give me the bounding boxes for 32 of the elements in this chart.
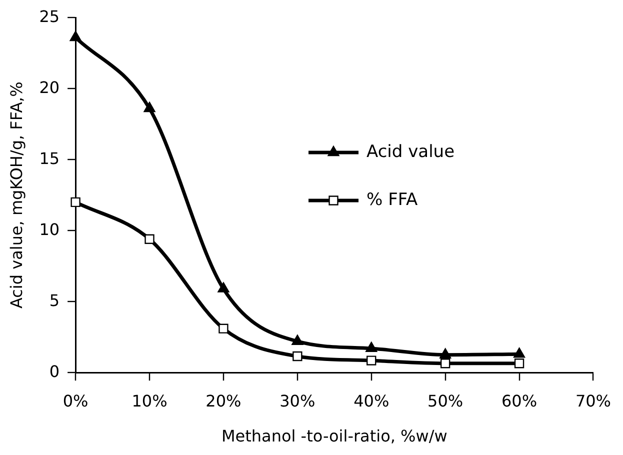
y-tick-label: 15 <box>39 148 60 168</box>
point <box>514 358 524 368</box>
point <box>440 348 452 358</box>
y-tick-label: 20 <box>39 78 60 97</box>
x-tick-label: 30% <box>280 391 316 410</box>
point <box>218 324 228 334</box>
point <box>292 334 304 345</box>
x-tick-label: 10% <box>132 391 168 410</box>
legend-label: % FFA <box>366 190 418 210</box>
point <box>366 342 378 352</box>
point <box>218 282 230 292</box>
x-axis-title: Methanol -to-oil-ratio, %w/w <box>221 426 448 446</box>
x-tick-label: 0% <box>62 391 88 410</box>
point <box>440 358 450 368</box>
x-tick-label: 40% <box>354 391 390 410</box>
x-tick-label: 20% <box>206 391 242 410</box>
x-tick-label: 60% <box>501 391 538 410</box>
y-tick-label: 25 <box>39 6 60 26</box>
y-tick-label: 5 <box>49 290 60 310</box>
x-tick-label: 70% <box>575 391 611 410</box>
point <box>366 356 376 366</box>
x-tick-label: 50% <box>428 391 464 410</box>
point <box>70 197 80 208</box>
y-axis-title: Acid value, mgKOH/g, FFA,% <box>6 82 26 309</box>
point <box>144 102 156 112</box>
y-tick-label: 0 <box>49 362 60 381</box>
legend-label: Acid value <box>366 142 455 162</box>
point <box>144 234 154 244</box>
y-tick-label: 10 <box>39 220 60 239</box>
point <box>292 351 302 362</box>
point <box>70 30 82 42</box>
point <box>513 348 526 358</box>
